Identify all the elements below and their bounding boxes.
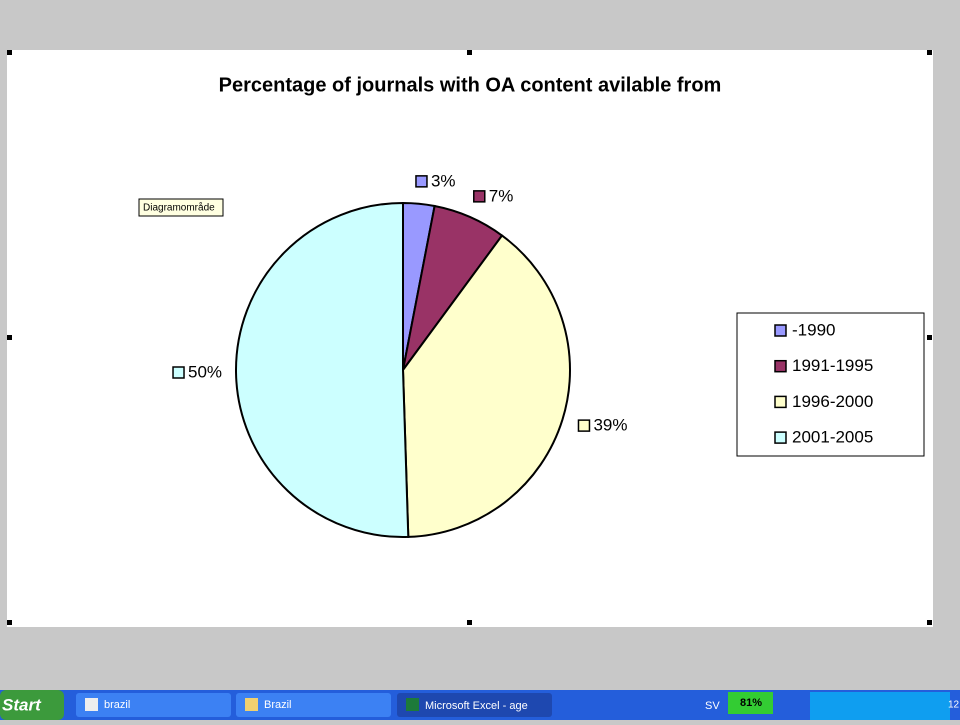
legend-key <box>774 431 787 444</box>
legend-key <box>774 395 787 409</box>
tray <box>810 692 950 720</box>
start-button[interactable] <box>0 690 64 720</box>
clock: 12 <box>948 700 960 711</box>
selection-handles <box>7 50 932 625</box>
legend-label: -1990 <box>792 320 835 339</box>
legend-label: 2001-2005 <box>792 428 873 447</box>
tooltip-box <box>138 198 224 217</box>
task-label: brazil <box>104 699 130 711</box>
label-key <box>577 419 591 432</box>
legend-key <box>774 324 787 337</box>
data-label: 7% <box>489 186 514 205</box>
language: SV <box>705 700 720 712</box>
data-label: 39% <box>593 416 627 435</box>
pie-slice <box>401 234 571 538</box>
label-key <box>473 190 486 203</box>
tooltip: Diagramområde <box>143 202 215 214</box>
task-button[interactable] <box>236 693 391 717</box>
data-label: 3% <box>431 171 456 190</box>
data-label: 50% <box>188 362 222 381</box>
legend-key <box>774 359 787 373</box>
label-key <box>415 175 428 188</box>
task-label: Brazil <box>264 699 292 711</box>
battery: 81% <box>740 697 762 709</box>
task-label: Microsoft Excel - age <box>425 700 528 712</box>
label-key <box>172 366 185 379</box>
battery-box <box>728 692 773 714</box>
task-icon <box>85 698 98 711</box>
legend-label: 1991-1995 <box>792 356 873 375</box>
chart-title: Percentage of journals with OA content a… <box>219 74 722 96</box>
task-icon <box>245 698 258 711</box>
legend-box <box>736 312 925 457</box>
task-button[interactable] <box>397 693 552 717</box>
pie-slice <box>235 201 410 538</box>
legend-label: 1996-2000 <box>792 392 873 411</box>
task-icon <box>406 698 419 711</box>
start-label: Start <box>2 695 42 714</box>
task-button[interactable] <box>76 693 231 717</box>
